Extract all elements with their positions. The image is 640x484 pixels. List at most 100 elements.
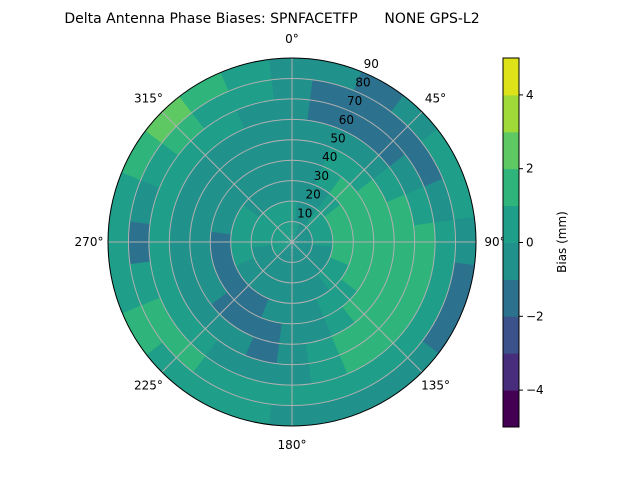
contour-cell [421, 303, 463, 355]
contour-cell [140, 296, 179, 343]
contour-cell [292, 242, 313, 251]
colorbar-band [503, 353, 519, 391]
azimuth-gridline [161, 111, 293, 243]
contour-cell [292, 221, 301, 242]
contour-cell [250, 225, 274, 240]
contour-cell [299, 298, 324, 324]
contour-cell [159, 288, 196, 331]
contour-cell [294, 200, 309, 224]
contour-cell [266, 203, 285, 226]
contour-cell [179, 71, 231, 113]
contour-cell [312, 392, 364, 425]
contour-cell [388, 153, 425, 196]
contour-cell [177, 166, 212, 204]
contour-cell [169, 194, 198, 230]
polar-frame [107, 57, 477, 427]
contour-cell [275, 200, 290, 224]
contour-cell [297, 279, 316, 304]
contour-cell [386, 194, 415, 230]
contour-cell [250, 244, 274, 259]
contour-cell [442, 170, 475, 222]
contour-cell [279, 222, 292, 242]
contour-cell [292, 242, 305, 262]
contour-cell [405, 141, 444, 188]
radial-tick-label: 50 [330, 132, 345, 146]
contour-cell [330, 322, 368, 357]
contour-cell [346, 355, 393, 394]
contour-cell [372, 280, 407, 318]
radial-tick-label: 60 [339, 113, 354, 127]
contour-cell [329, 247, 354, 266]
contour-cell [230, 218, 255, 237]
colorbar-band [503, 58, 519, 96]
contour-cell [252, 140, 282, 167]
contour-cell [312, 59, 364, 92]
colorbar-band [503, 94, 519, 133]
contour-cell [292, 229, 312, 242]
contour-cell [283, 221, 292, 242]
contour-cell [353, 371, 405, 413]
azimuth-tick-label: 0° [285, 32, 299, 46]
azimuth-gridline [291, 241, 423, 373]
colorbar-band [503, 205, 519, 243]
contour-cell [177, 280, 212, 318]
colorbar-band [503, 131, 519, 170]
radial-tick-label: 10 [297, 206, 312, 220]
contour-cell [304, 119, 340, 148]
azimuth-tick-label: 45° [425, 91, 446, 105]
contour-cell [302, 140, 332, 167]
contour-cell [244, 119, 280, 148]
azimuth-gridline [291, 111, 423, 243]
contour-cell [348, 210, 374, 235]
contour-cell [179, 371, 231, 413]
contour-cell [292, 222, 305, 242]
contour-cell [346, 90, 393, 129]
colorbar-band [503, 242, 519, 280]
azimuth-tick-label: 225° [134, 379, 163, 393]
azimuth-tick-label: 270° [75, 235, 104, 249]
contour-cell [190, 202, 217, 232]
contour-cell [109, 170, 142, 222]
contour-cell [308, 249, 331, 268]
contour-cell [299, 203, 318, 226]
contour-cell [252, 317, 282, 344]
contour-cell [253, 216, 276, 235]
contour-cell [203, 109, 246, 146]
radial-tick-label: 30 [314, 169, 329, 183]
azimuth-tick-label: 135° [421, 379, 450, 393]
contour-cell [299, 258, 318, 281]
contour-cell [109, 262, 142, 314]
contour-cell [260, 160, 285, 186]
contour-cell [216, 322, 254, 357]
contour-cell [330, 127, 368, 162]
contour-cell [268, 180, 287, 205]
contour-cell [353, 71, 405, 113]
contour-cell [121, 303, 163, 355]
colorbar-band [503, 168, 519, 207]
radial-tick-label: 40 [322, 150, 337, 164]
contour-cell [254, 274, 277, 300]
contour-cell [121, 129, 163, 181]
contour-cell [310, 244, 334, 259]
colorbar-tick-label: 0 [526, 236, 534, 250]
contour-cell [169, 254, 198, 290]
chart-title: Delta Antenna Phase Biases: SPNFACETFP N… [64, 11, 479, 27]
contour-cell [367, 252, 394, 282]
contour-cell [329, 218, 354, 237]
colorbar-tick-label: −2 [526, 309, 544, 323]
contour-cell [268, 279, 287, 304]
contour-cell [386, 254, 415, 290]
axis-labels: 0° 45° 90° 135° 180° 225° 270° 315° 10 20 30 40 50 60… [75, 32, 506, 452]
azimuth-tick-label: 180° [278, 438, 307, 452]
contour-cell [292, 242, 312, 255]
colorbar-band [503, 390, 519, 428]
contour-cell [216, 127, 254, 162]
contour-cell [283, 242, 292, 263]
contour-cell [275, 260, 290, 284]
colorbar-band [503, 316, 519, 354]
contour-cell [338, 109, 381, 146]
contour-cell [190, 252, 217, 282]
contour-cell [307, 184, 330, 210]
contour-cell [388, 288, 425, 331]
